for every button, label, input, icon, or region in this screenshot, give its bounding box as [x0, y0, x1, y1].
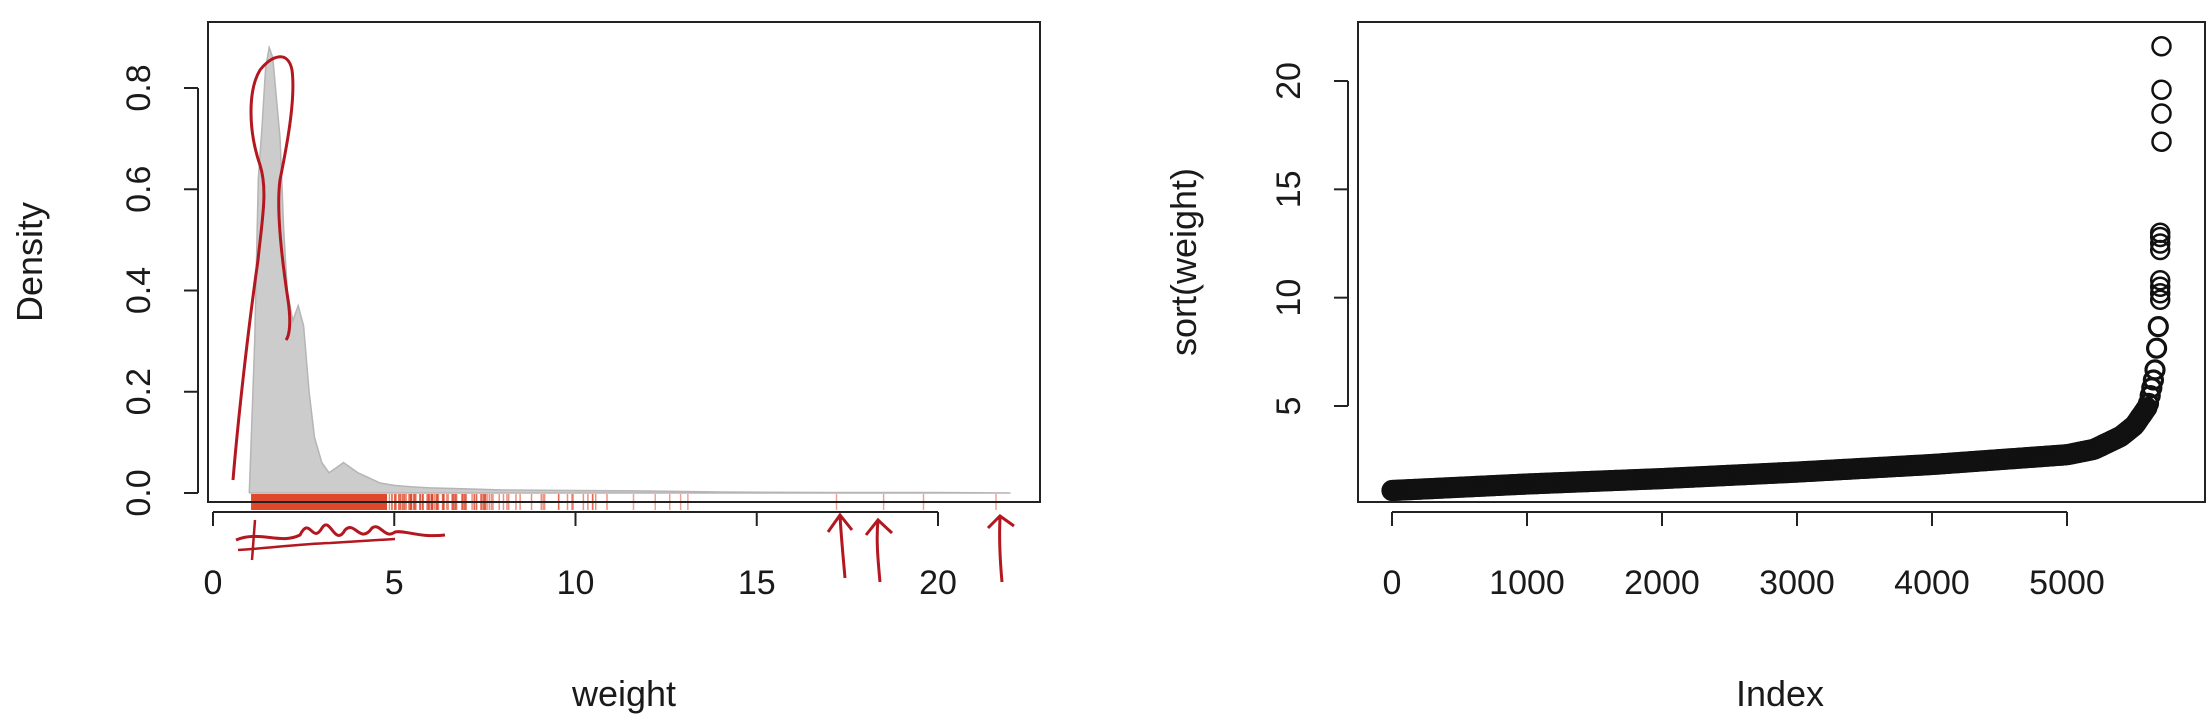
- annotation-rug-scribble-2: [237, 537, 396, 552]
- handwritten-annotations: [231, 55, 1015, 583]
- data-point: [2149, 222, 2171, 243]
- outlier-point: [2151, 131, 2172, 152]
- y-tick-label: 0.6: [120, 166, 158, 213]
- density-area: [248, 44, 1011, 494]
- outlier-point: [2151, 103, 2172, 124]
- data-point: [2149, 270, 2171, 291]
- y-tick-label: 5: [1270, 397, 1308, 416]
- x-tick-label: 3000: [1759, 564, 1835, 602]
- y-tick-label: 0.2: [120, 368, 158, 415]
- y-tick-label: 0.0: [120, 469, 158, 516]
- density-plot: 0 5 10 15 20 0.0 0.2 0.4 0.6 0.8 weight Density: [9, 21, 1041, 714]
- data-point: [2147, 316, 2169, 338]
- x-tick-label: 0: [1383, 564, 1402, 602]
- data-point: [2144, 359, 2166, 381]
- data-point: [2149, 233, 2171, 254]
- data-point: [2137, 392, 2160, 414]
- plot-frame: [207, 21, 1041, 503]
- y-axis-title: sort(weight): [1163, 168, 1204, 356]
- plot-frame: [1357, 21, 2206, 503]
- y-tick-label: 0.8: [120, 64, 158, 111]
- x-axis: 0 1000 2000 3000 4000 5000: [1383, 511, 2105, 602]
- x-axis-title: weight: [571, 673, 676, 714]
- x-tick-label: 0: [204, 564, 223, 602]
- data-point: [2149, 289, 2171, 311]
- data-point: [2142, 369, 2164, 391]
- data-point: [2146, 337, 2168, 359]
- data-point: [2139, 385, 2161, 407]
- x-axis: 0 5 10 15 20: [204, 511, 957, 602]
- y-tick-label: 15: [1270, 170, 1308, 208]
- annotation-rug-scribble: [235, 523, 446, 542]
- y-tick-label: 10: [1270, 279, 1308, 317]
- density-area-layer: [248, 44, 1011, 494]
- annotation-arrow-2: [864, 517, 894, 583]
- data-point: [2149, 276, 2171, 298]
- x-axis-title: Index: [1736, 673, 1824, 714]
- annotation-peak-outline: [231, 55, 295, 481]
- outlier-point: [2151, 79, 2172, 100]
- y-axis: 0.0 0.2 0.4 0.6 0.8: [120, 64, 199, 517]
- data-point: [2149, 283, 2171, 304]
- x-tick-label: 4000: [1894, 564, 1970, 602]
- points-layer: [1381, 36, 2172, 502]
- x-tick-label: 5000: [2029, 564, 2105, 602]
- x-tick-label: 5: [385, 564, 404, 602]
- data-point: [2149, 226, 2171, 248]
- x-tick-label: 2000: [1624, 564, 1700, 602]
- outlier-point: [2151, 36, 2172, 57]
- sorted-weight-plot: 0 1000 2000 3000 4000 5000 5 10 15 20 Index sort…: [1163, 21, 2206, 714]
- annotation-arrow-3: [986, 514, 1015, 583]
- y-tick-label: 0.4: [120, 267, 158, 314]
- data-point: [2149, 239, 2171, 261]
- x-tick-label: 20: [919, 564, 957, 602]
- y-axis-title: Density: [9, 202, 50, 322]
- x-tick-label: 15: [738, 564, 776, 602]
- y-axis: 5 10 15 20: [1270, 62, 1349, 416]
- x-tick-label: 10: [557, 564, 595, 602]
- x-tick-label: 1000: [1489, 564, 1565, 602]
- y-tick-label: 20: [1270, 62, 1308, 100]
- annotation-tick-mark: [250, 519, 257, 561]
- annotation-arrow-1: [826, 512, 854, 579]
